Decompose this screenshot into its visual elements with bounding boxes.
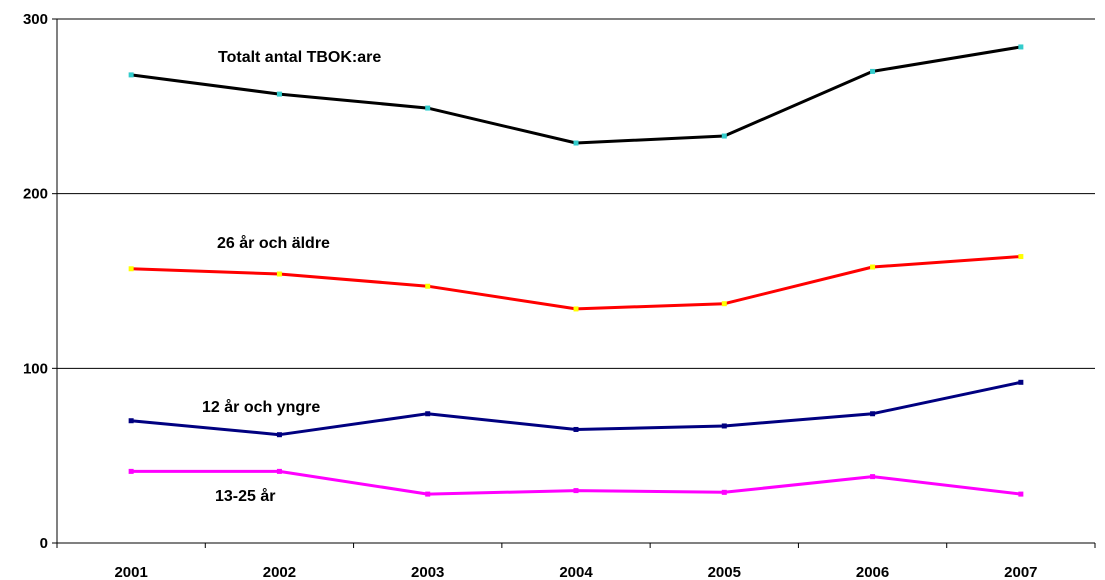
x-tick-label: 2006 (856, 564, 889, 580)
data-point (721, 301, 727, 307)
data-point (1018, 491, 1024, 497)
data-point (276, 432, 282, 438)
data-point (425, 491, 431, 497)
series-label-13-25: 13-25 år (215, 487, 276, 505)
data-point (573, 426, 579, 432)
x-tick-label: 2005 (708, 564, 741, 580)
data-point (425, 411, 431, 417)
data-point (128, 266, 134, 272)
data-point (870, 411, 876, 417)
data-point (276, 271, 282, 277)
data-point (721, 423, 727, 429)
y-tick-label: 300 (23, 11, 48, 28)
data-point (721, 489, 727, 495)
data-point (870, 68, 876, 74)
y-tick-label: 0 (40, 535, 48, 552)
data-point (276, 91, 282, 97)
data-point (870, 474, 876, 480)
series-lines (128, 44, 1024, 497)
data-point (128, 418, 134, 424)
data-point (721, 133, 727, 139)
series-line-1 (129, 255, 1023, 311)
x-tick-label: 2004 (559, 564, 593, 580)
y-tick-label: 200 (23, 186, 48, 203)
x-tick-label: 2007 (1004, 564, 1037, 580)
data-point (425, 105, 431, 111)
series-label-26-plus: 26 år och äldre (217, 234, 330, 252)
series-label-total: Totalt antal TBOK:are (218, 49, 381, 66)
x-tick-label: 2001 (114, 564, 147, 580)
y-axis-tick-labels: 0 100 200 300 (23, 11, 48, 552)
series-labels: Totalt antal TBOK:are 26 år och äldre 12… (202, 49, 381, 505)
x-tick-label: 2003 (411, 564, 444, 580)
data-point (1018, 254, 1024, 260)
data-point (128, 468, 134, 474)
data-point (128, 72, 134, 78)
data-point (870, 264, 876, 270)
data-point (1018, 379, 1024, 385)
x-axis-tick-labels: 2001 2002 2003 2004 2005 2006 2007 (114, 564, 1037, 580)
data-point (1018, 44, 1024, 50)
series-label-12-under: 12 år och yngre (202, 398, 320, 416)
y-tick-label: 100 (23, 360, 48, 377)
data-point (276, 468, 282, 474)
gridlines (57, 18, 1095, 369)
data-point (573, 488, 579, 494)
axes (52, 18, 1096, 548)
data-point (573, 140, 579, 146)
x-tick-label: 2002 (263, 564, 296, 580)
data-point (573, 306, 579, 312)
data-point (425, 283, 431, 289)
